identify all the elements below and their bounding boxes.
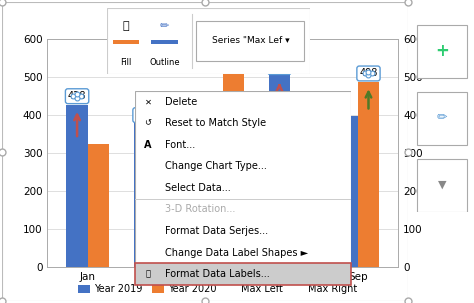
Text: Format Data Serjes...: Format Data Serjes... — [165, 226, 268, 236]
Bar — [66, 105, 88, 267]
Text: 428: 428 — [68, 91, 86, 101]
Bar — [201, 108, 223, 267]
Bar — [418, 92, 466, 145]
Text: Fill: Fill — [120, 58, 132, 67]
Bar — [113, 40, 139, 44]
Bar — [135, 263, 351, 285]
Bar — [223, 49, 245, 267]
Text: 52◦: 52◦ — [200, 39, 218, 49]
Bar — [418, 25, 466, 78]
Text: 378: 378 — [135, 110, 154, 120]
Text: Format Data Labels...: Format Data Labels... — [165, 269, 270, 279]
Text: ▼: ▼ — [438, 179, 446, 190]
Text: Series "Max Lef ▾: Series "Max Lef ▾ — [211, 36, 289, 45]
Text: 🪣: 🪣 — [123, 21, 129, 31]
Text: ✏: ✏ — [437, 111, 447, 124]
Text: A: A — [144, 140, 152, 150]
Bar — [418, 159, 466, 212]
Text: Change Chart Type...: Change Chart Type... — [165, 161, 267, 171]
Text: Reset to Match Style: Reset to Match Style — [165, 118, 266, 128]
Text: ✏: ✏ — [160, 21, 169, 31]
Bar — [196, 21, 304, 61]
Text: 505: 505 — [270, 62, 289, 72]
Bar — [336, 116, 358, 267]
Bar — [88, 144, 109, 267]
Bar — [358, 82, 379, 267]
Bar — [134, 123, 155, 267]
Text: Change Data Label Shapes ►: Change Data Label Shapes ► — [165, 248, 309, 258]
Legend: Year 2019, Year 2020, Max Left, Max Right: Year 2019, Year 2020, Max Left, Max Righ… — [74, 280, 362, 298]
Bar — [269, 75, 290, 267]
Text: Select Data...: Select Data... — [165, 183, 231, 193]
Text: Font...: Font... — [165, 140, 196, 150]
Text: Outline: Outline — [149, 58, 180, 67]
Bar — [290, 94, 312, 267]
Text: +: + — [435, 42, 449, 60]
Text: 3-D Rotation...: 3-D Rotation... — [165, 205, 236, 215]
Text: ✕: ✕ — [145, 97, 152, 106]
Bar — [155, 127, 177, 267]
Text: Delete: Delete — [165, 97, 198, 107]
Text: ↺: ↺ — [145, 119, 152, 128]
Bar — [152, 40, 178, 44]
Text: 498: 498 — [359, 68, 378, 78]
Text: 🖌: 🖌 — [146, 270, 151, 278]
